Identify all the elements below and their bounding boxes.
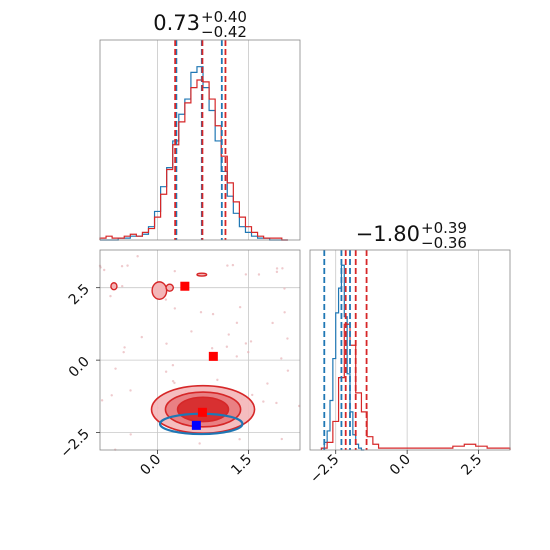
m2-xtick-label-0: −2.5 [307, 452, 342, 487]
marginal-panel-2: −2.5 0.0 2.5 −1.80 +0.39 −0.36 [307, 219, 511, 487]
joint-scatter-point-42 [114, 367, 117, 370]
joint-ytick-label-2: −2.5 [57, 426, 92, 461]
marginal2-quantile-lines [323, 250, 368, 450]
joint-scatter-point-38 [216, 378, 219, 382]
marginal2-x-ticks: −2.5 0.0 2.5 [307, 450, 485, 487]
joint-scatter-point-61 [102, 268, 106, 272]
joint-scatter-point-2 [244, 342, 248, 345]
marginal1-frame [99, 39, 301, 241]
joint-ytick-label-1: 0.0 [66, 354, 93, 381]
joint-outlier-contour-3 [196, 272, 208, 277]
joint-scatter-point-16 [266, 382, 269, 385]
marginal2-title-plus: +0.39 [421, 219, 467, 237]
joint-marker-2 [197, 407, 207, 417]
joint-ytick-label-0: 2.5 [66, 281, 93, 308]
joint-frame [99, 249, 301, 451]
joint-scatter-point-48 [275, 270, 279, 274]
joint-scatter-point-56 [275, 401, 278, 405]
joint-scatter-point-40 [257, 273, 261, 276]
joint-marker-3 [191, 420, 201, 430]
joint-scatter-point-35 [199, 311, 203, 314]
joint-scatter-point-43 [129, 433, 132, 436]
joint-scatter-point-26 [231, 263, 235, 267]
joint-scatter-point-24 [280, 437, 283, 441]
m1-hist-series-0 [100, 66, 288, 241]
joint-marker-0 [180, 281, 190, 291]
joint-scatter-point-11 [123, 346, 126, 349]
joint-y-ticks: 2.5 0.0 −2.5 [57, 281, 100, 461]
joint-scatter-point-62 [136, 255, 139, 258]
joint-scatter-point-33 [271, 321, 274, 325]
joint-scatter-point-25 [171, 379, 175, 383]
joint-scatter-point-49 [275, 267, 279, 270]
joint-scatter-point-17 [129, 389, 132, 392]
joint-scatter-point-20 [244, 273, 248, 276]
joint-scatter-point-57 [173, 269, 176, 273]
joint-scatter-point-29 [171, 364, 175, 367]
joint-outlier-contour-1 [165, 283, 175, 292]
joint-scatter-point-32 [280, 357, 283, 360]
joint-scatter-point-36 [286, 369, 290, 372]
joint-scatter-point-5 [235, 321, 239, 325]
marginal1-title-value: 0.73 [153, 11, 200, 35]
joint-scatter-point-67 [238, 305, 242, 309]
marginal1-title: 0.73 [153, 11, 200, 35]
m2-hist-series-1 [320, 323, 511, 450]
joint-scatter-point-46 [190, 330, 193, 333]
marginal2-frame [309, 249, 511, 451]
marginal-panel-1: 0.73 +0.40 −0.42 [99, 8, 301, 241]
joint-scatter-point-51 [100, 399, 104, 402]
joint-panel: 0.0 1.5 2.5 0.0 −2.5 [57, 249, 301, 479]
joint-xtick-label-0: 0.0 [137, 452, 164, 479]
marginal1-grid [157, 40, 249, 240]
joint-scatter-point-3 [164, 298, 168, 301]
joint-outlier-contour-0 [151, 281, 168, 300]
joint-scatter-point-60 [226, 264, 229, 267]
joint-scatter-point-12 [283, 311, 286, 314]
joint-scatter-point-63 [211, 312, 215, 316]
joint-scatter-point-30 [165, 342, 168, 345]
joint-scatter-point-66 [109, 294, 112, 298]
joint-scatter-point-50 [251, 393, 254, 397]
marginal1-title-plus: +0.40 [201, 8, 247, 26]
joint-scatter-point-4 [249, 340, 253, 343]
joint-xtick-label-1: 1.5 [228, 452, 255, 479]
joint-scatter-point-8 [238, 438, 241, 441]
marginal2-grid [335, 250, 479, 450]
joint-scatter-point-15 [173, 381, 176, 385]
m1-hist-series-1 [99, 79, 288, 241]
marginal1-quantile-lines [174, 40, 227, 240]
marginal2-title-value: −1.80 [356, 222, 420, 246]
joint-scatter-point-58 [122, 350, 125, 354]
m2-xtick-label-2: 2.5 [458, 452, 485, 479]
joint-outlier-contour-2 [110, 282, 118, 291]
joint-contours [110, 272, 256, 436]
joint-scatter-point-22 [210, 347, 214, 350]
joint-scatter-point-21 [110, 394, 113, 397]
m2-xtick-label-1: 0.0 [387, 452, 414, 479]
marginal1-histograms [99, 66, 288, 241]
joint-marker-1 [208, 351, 218, 361]
joint-scatter-point-7 [173, 307, 177, 310]
joint-scatter-point-54 [247, 350, 250, 354]
joint-scatter-point-6 [262, 400, 265, 403]
joint-scatter-point-41 [121, 284, 124, 288]
joint-scatter-point-13 [227, 333, 230, 336]
joint-markers [180, 281, 218, 430]
joint-scatter-point-14 [281, 267, 284, 270]
joint-scatter-point-39 [164, 370, 168, 373]
joint-scatter-point-10 [283, 287, 286, 290]
joint-scatter-point-47 [126, 264, 129, 267]
joint-scatter-point-68 [198, 442, 201, 445]
m2-hist-series-0 [320, 264, 365, 451]
joint-scatter-point-34 [225, 345, 229, 348]
joint-scatter-point-9 [235, 355, 238, 358]
joint-scatter-point-69 [120, 264, 124, 268]
joint-x-ticks: 0.0 1.5 [137, 450, 255, 479]
marginal1-title-minus: −0.42 [201, 23, 247, 41]
joint-scatter-point-19 [286, 337, 289, 340]
joint-scatter-point-65 [140, 335, 143, 339]
marginal2-title-minus: −0.36 [421, 234, 467, 252]
